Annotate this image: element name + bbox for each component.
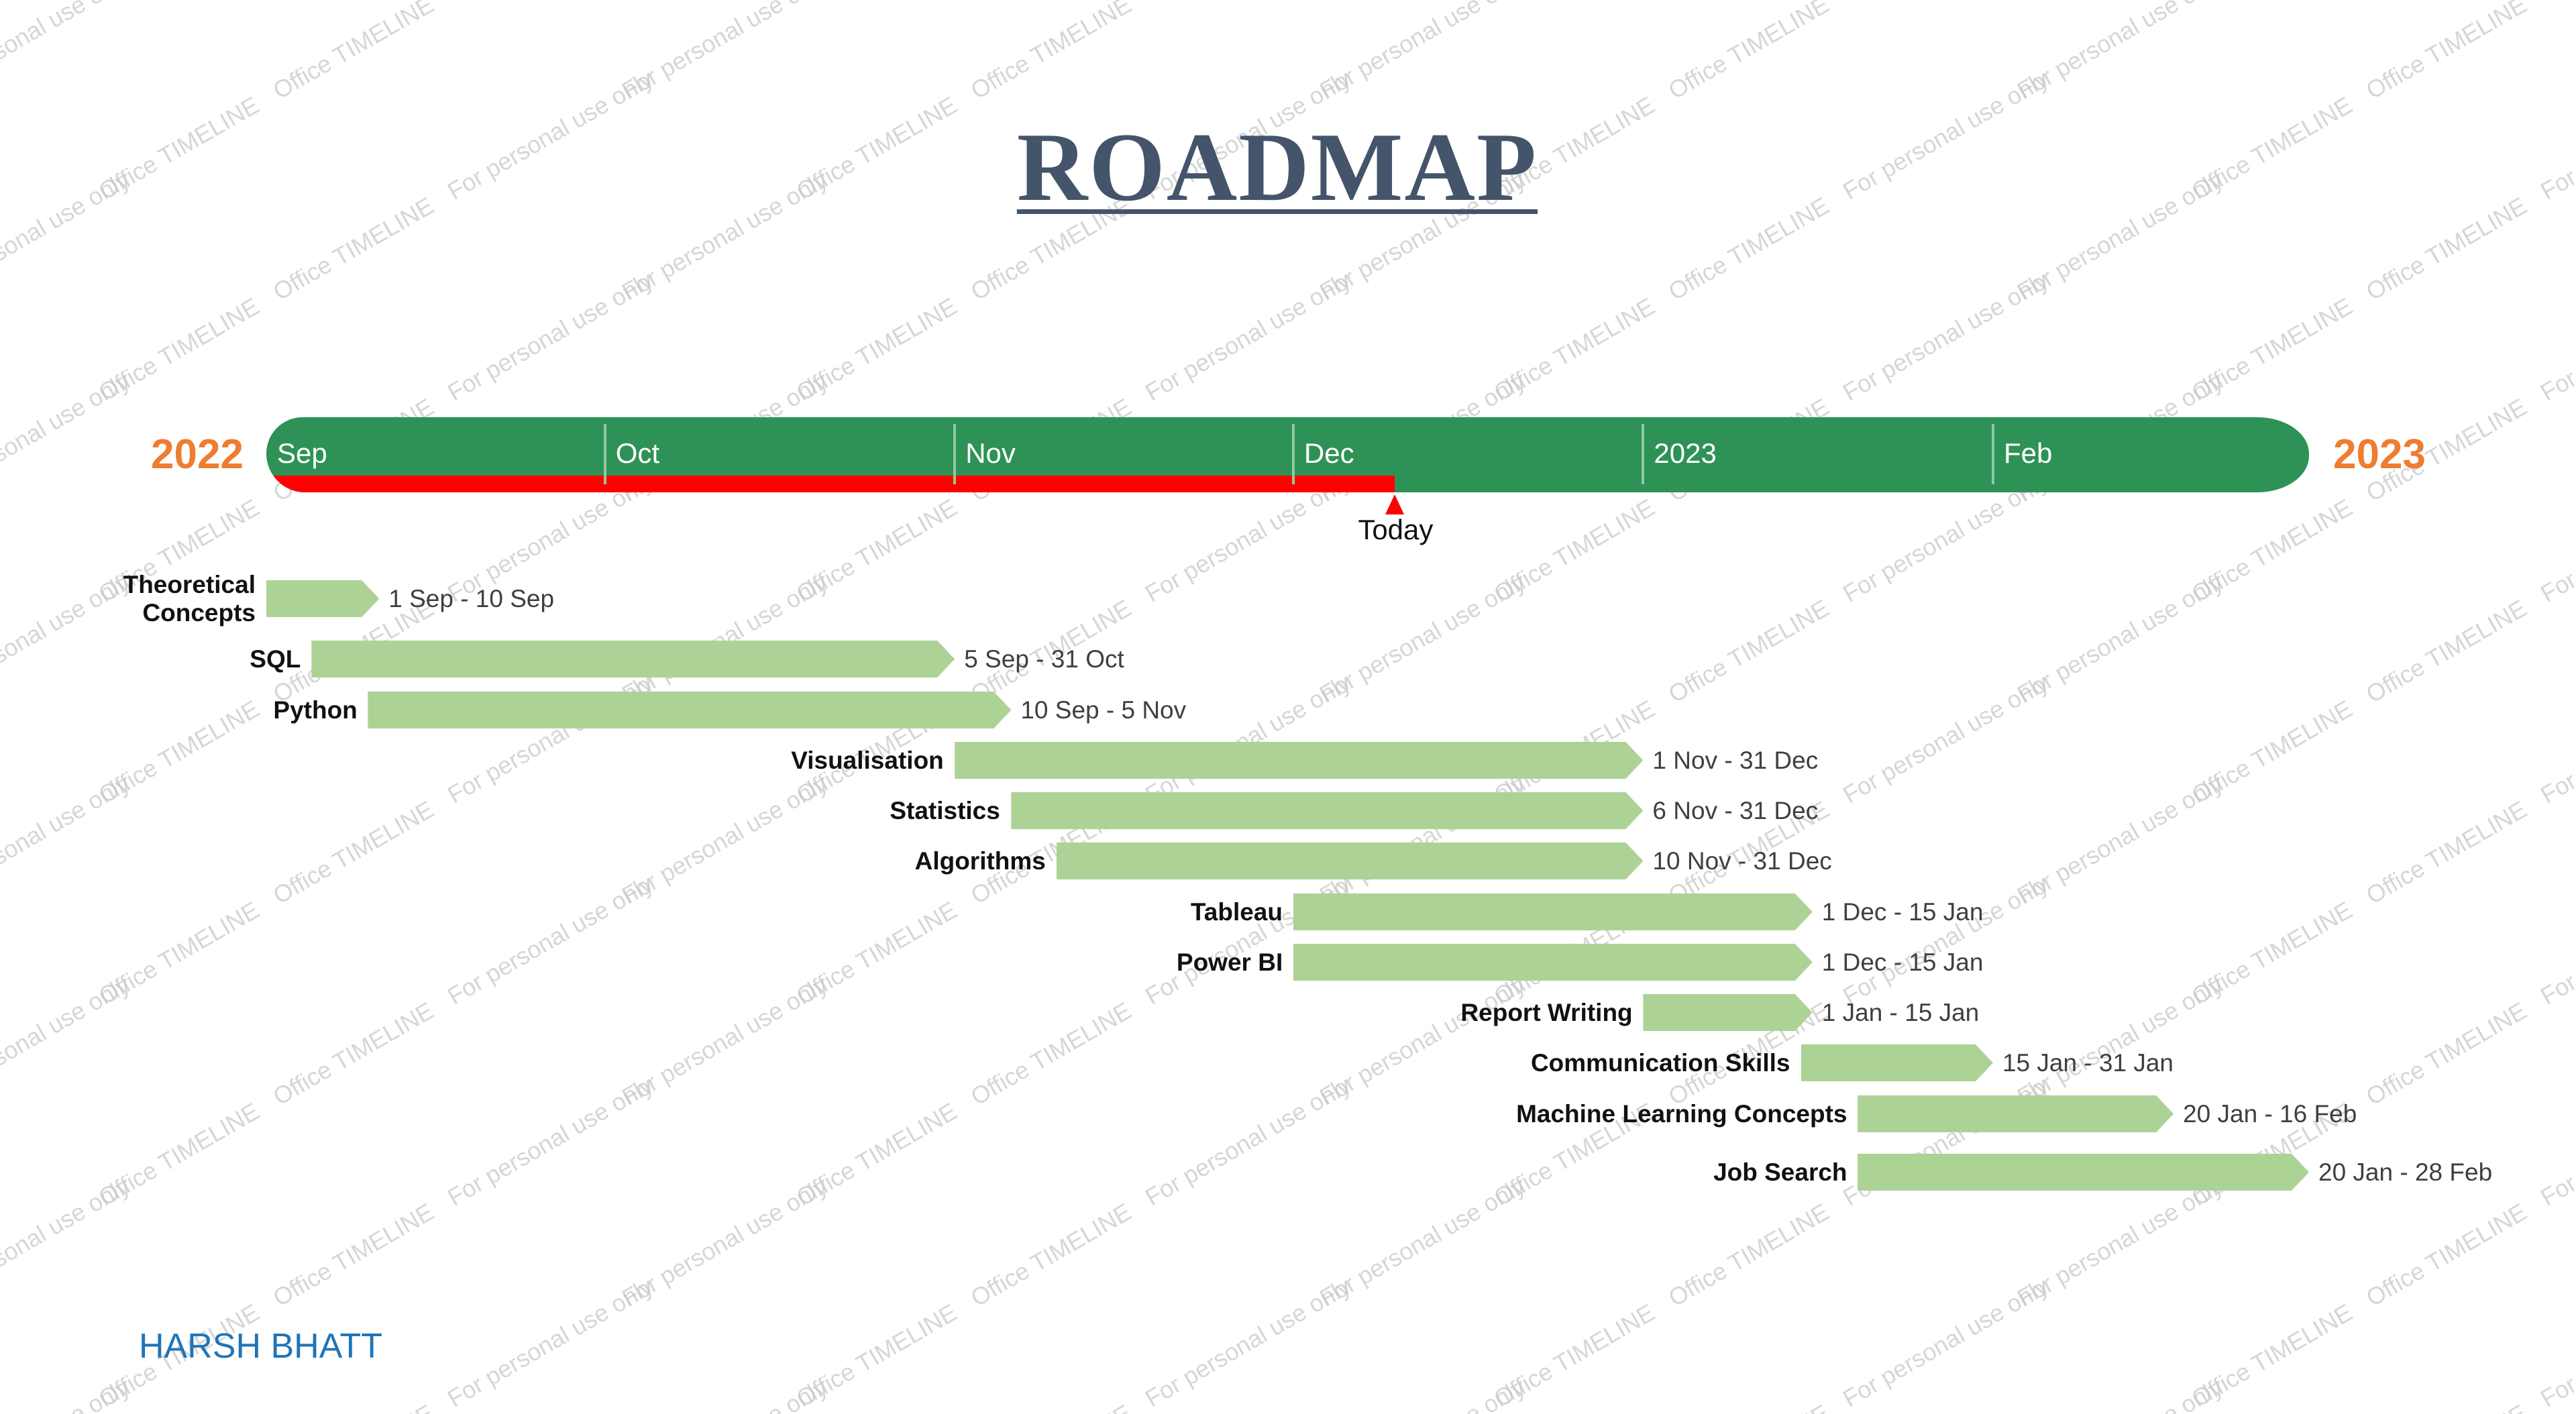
- task-date-range: 1 Nov - 31 Dec: [1652, 746, 1819, 774]
- task-bar[interactable]: [1011, 792, 1643, 829]
- task-date-range: 1 Dec - 15 Jan: [1821, 898, 1984, 926]
- month-divider: [1642, 424, 1645, 484]
- start-year-label: 2022: [151, 431, 244, 478]
- task-date-range: 1 Sep - 10 Sep: [388, 584, 555, 612]
- month-divider: [953, 424, 957, 484]
- task-name: Communication Skills: [1530, 1048, 1790, 1077]
- task-bar[interactable]: [1293, 893, 1813, 930]
- month-divider: [603, 424, 606, 484]
- task-name: Tableau: [1190, 898, 1283, 926]
- task-name: Visualisation: [791, 746, 944, 774]
- task-name: Python: [273, 696, 358, 724]
- month-label: Dec: [1303, 437, 1354, 469]
- task-bar[interactable]: [1057, 842, 1644, 879]
- task-date-range: 15 Jan - 31 Jan: [2002, 1048, 2174, 1077]
- end-year-label: 2023: [2333, 431, 2426, 478]
- month-label: Sep: [277, 437, 327, 469]
- month-label: 2023: [1654, 437, 1717, 469]
- task-date-range: 6 Nov - 31 Dec: [1652, 796, 1819, 824]
- month-label: Feb: [2003, 437, 2053, 469]
- task-date-range: 20 Jan - 28 Feb: [2318, 1158, 2493, 1186]
- task-name: Job Search: [1713, 1158, 1847, 1186]
- month-label: Nov: [965, 437, 1016, 469]
- page-title: ROADMAP: [1016, 113, 1538, 221]
- task-bar[interactable]: [1858, 1095, 2174, 1132]
- month-label: Oct: [615, 437, 660, 469]
- author-name: HARSH BHATT: [139, 1327, 383, 1366]
- task-name: Report Writing: [1460, 998, 1633, 1026]
- task-bar[interactable]: [1643, 994, 1812, 1031]
- task-date-range: 5 Sep - 31 Oct: [964, 645, 1124, 673]
- task-date-range: 1 Jan - 15 Jan: [1821, 998, 1980, 1026]
- task-bar[interactable]: [1801, 1044, 1993, 1081]
- timescale-band: Sep Oct Nov Dec 2023 Feb: [266, 417, 2309, 492]
- task-name: Algorithms: [914, 847, 1046, 875]
- task-bar[interactable]: [311, 641, 955, 677]
- task-bar[interactable]: [266, 580, 379, 617]
- today-marker-icon: [1385, 494, 1405, 514]
- task-name: SQL: [250, 645, 301, 673]
- task-date-range: 20 Jan - 16 Feb: [2183, 1099, 2357, 1128]
- task-bar[interactable]: [955, 742, 1643, 779]
- month-divider: [1291, 424, 1295, 484]
- task-bar[interactable]: [1293, 944, 1813, 981]
- task-date-range: 10 Nov - 31 Dec: [1652, 847, 1832, 875]
- task-name: Theoretical Concepts: [123, 570, 256, 627]
- task-date-range: 10 Sep - 5 Nov: [1020, 696, 1187, 724]
- today-label: Today: [1358, 514, 1434, 545]
- task-name: Statistics: [890, 796, 1000, 824]
- task-bar[interactable]: [1858, 1154, 2309, 1191]
- task-name: Machine Learning Concepts: [1516, 1099, 1847, 1128]
- task-bar[interactable]: [368, 692, 1011, 728]
- task-date-range: 1 Dec - 15 Jan: [1821, 948, 1984, 976]
- month-divider: [1991, 424, 1994, 484]
- task-name: Power BI: [1176, 948, 1283, 976]
- elapsed-progress-bar: [266, 476, 1395, 492]
